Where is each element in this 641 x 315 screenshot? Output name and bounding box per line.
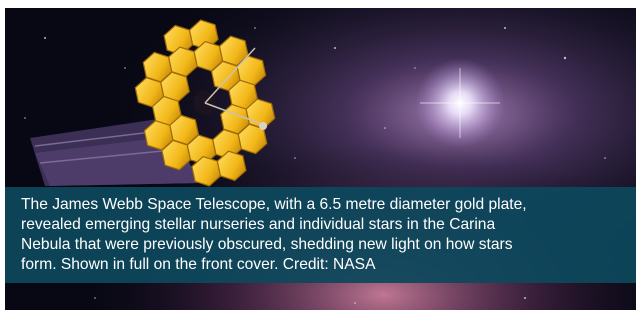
cover-image: The James Webb Space Telescope, with a 6… <box>5 8 636 310</box>
page: The James Webb Space Telescope, with a 6… <box>0 0 641 315</box>
caption-line: revealed emerging stellar nurseries and … <box>21 215 636 235</box>
caption-line: Nebula that were previously obscured, sh… <box>21 235 636 255</box>
caption-line: The James Webb Space Telescope, with a 6… <box>21 195 636 215</box>
caption-box: The James Webb Space Telescope, with a 6… <box>5 187 636 283</box>
caption-line: form. Shown in full on the front cover. … <box>21 255 636 275</box>
